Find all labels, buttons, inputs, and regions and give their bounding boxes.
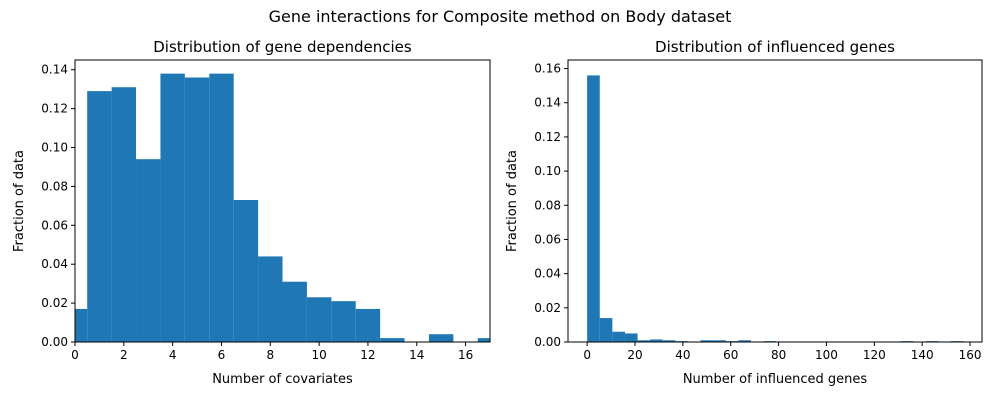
y-tick-label: 0.00 <box>534 335 561 349</box>
histogram-bar-5 <box>184 77 210 342</box>
x-axis-label: Number of influenced genes <box>683 372 868 387</box>
chart-title-gene-dependencies: Distribution of gene dependencies <box>153 38 412 56</box>
histogram-bar-12 <box>355 308 381 342</box>
y-tick-label: 0.02 <box>41 296 68 310</box>
y-tick-label: 0.10 <box>534 164 561 178</box>
x-tick-label: 100 <box>815 348 838 362</box>
x-tick-label: 12 <box>360 348 375 362</box>
x-tick-label: 120 <box>863 348 886 362</box>
y-tick-label: 0.08 <box>41 179 68 193</box>
panel-influenced-genes: 0 20 40 60 80 100 120 140 160 0.00 0.02 0.04 0.06 0.0… <box>505 38 983 387</box>
x-tick-label: 6 <box>218 348 226 362</box>
y-tick-label: 0.12 <box>534 130 561 144</box>
x-tick-label: 14 <box>409 348 424 362</box>
y-tick-label: 0.10 <box>41 141 68 155</box>
histogram-bar-6 <box>209 73 234 342</box>
x-tick-label: 0 <box>71 348 79 362</box>
panel-gene-dependencies: 0 2 4 6 8 10 12 14 16 0.00 0.02 0.04 0.06 0.08 0.10 0.1… <box>12 38 491 387</box>
x-tick-label: 8 <box>266 348 274 362</box>
x-tick-label: 0 <box>583 348 591 362</box>
x-tick-label: 80 <box>771 348 786 362</box>
figure-suptitle: Gene interactions for Composite method o… <box>269 7 732 26</box>
y-axis-label: Fraction of data <box>12 150 27 252</box>
y-axis-label: Fraction of data <box>505 150 520 252</box>
histogram-bar-10 <box>306 297 332 342</box>
x-tick-label: 10 <box>311 348 326 362</box>
histogram-bar-10 <box>713 340 726 342</box>
histogram-bar-9 <box>282 281 307 342</box>
chart-title-influenced-genes: Distribution of influenced genes <box>655 38 895 56</box>
histogram-bar-6 <box>662 340 676 342</box>
y-tick-label: 0.00 <box>41 335 68 349</box>
histogram-bar-15 <box>428 334 454 342</box>
histogram-bar-13 <box>380 338 405 342</box>
axes-frame <box>74 59 491 343</box>
histogram-bar-5 <box>650 339 663 342</box>
x-tick-label: 140 <box>911 348 934 362</box>
histogram-bar-4 <box>637 340 651 342</box>
x-tick-label: 16 <box>458 348 473 362</box>
histogram-bar-0 <box>75 308 88 342</box>
histogram-bar-17 <box>477 338 490 342</box>
y-tick-label: 0.04 <box>534 267 561 281</box>
x-tick-label: 20 <box>627 348 642 362</box>
x-tick-label: 160 <box>959 348 982 362</box>
histogram-bar-12 <box>738 340 751 342</box>
histogram-bar-2 <box>612 331 625 342</box>
y-tick-label: 0.14 <box>41 63 68 77</box>
histogram-bar-7 <box>233 200 259 342</box>
y-tick-label: 0.08 <box>534 198 561 212</box>
x-axis-label: Number of covariates <box>212 372 353 387</box>
y-tick-label: 0.06 <box>41 218 68 232</box>
y-tick-label: 0.12 <box>41 102 68 116</box>
x-tick-label: 2 <box>120 348 128 362</box>
x-tick-label: 4 <box>169 348 177 362</box>
histogram-bar-0 <box>587 75 600 342</box>
histogram-bar-11 <box>331 301 356 342</box>
histogram-bar-1 <box>87 91 112 342</box>
x-tick-label: 40 <box>675 348 690 362</box>
histogram-bar-1 <box>599 318 613 342</box>
y-tick-label: 0.16 <box>534 62 561 76</box>
histogram-bar-9 <box>700 340 714 342</box>
x-tick-label: 60 <box>723 348 738 362</box>
y-tick-label: 0.14 <box>534 96 561 110</box>
axes-frame <box>567 59 983 343</box>
histogram-bar-4 <box>160 73 185 342</box>
y-tick-label: 0.02 <box>534 301 561 315</box>
histogram-bar-2 <box>111 87 137 342</box>
y-tick-label: 0.04 <box>41 257 68 271</box>
y-tick-label: 0.06 <box>534 232 561 246</box>
plot-area <box>568 60 982 342</box>
histogram-bar-8 <box>258 256 283 342</box>
histogram-bar-3 <box>136 159 161 342</box>
histogram-bar-3 <box>624 333 638 342</box>
